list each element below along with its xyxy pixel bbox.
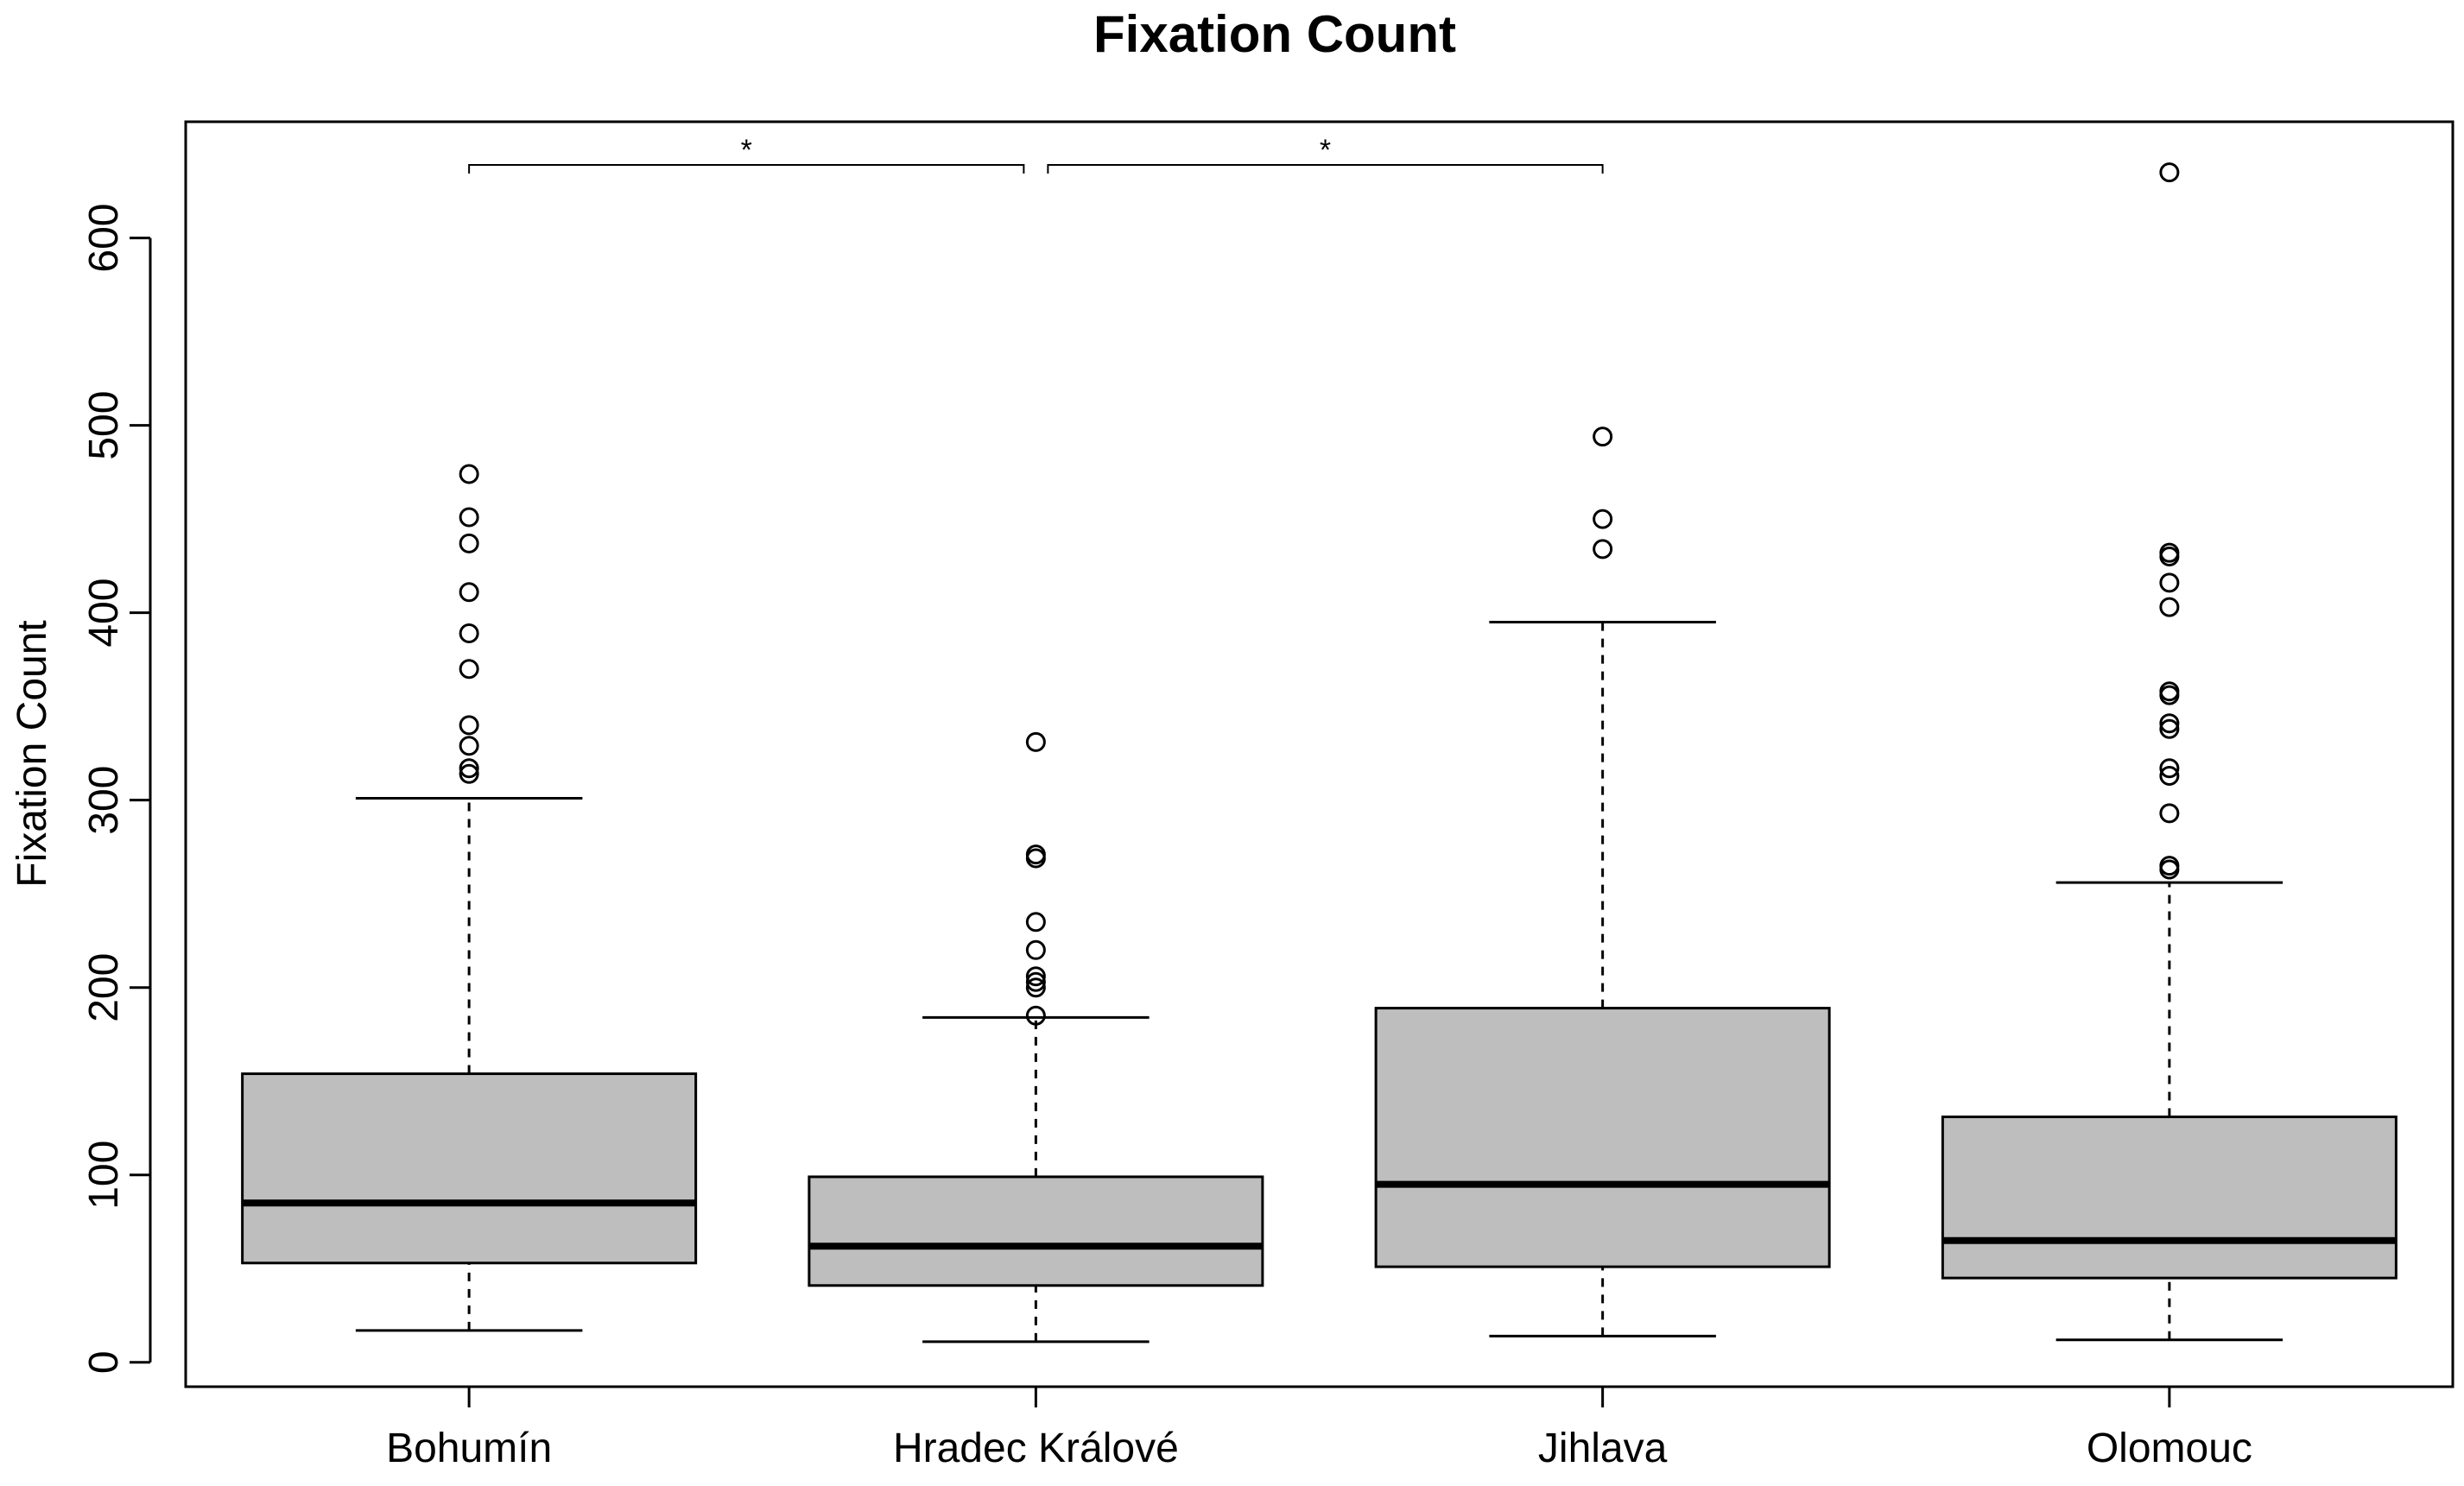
y-tick-label: 300 (81, 766, 127, 835)
x-tick-label: Bohumín (386, 1426, 552, 1471)
outlier-point (1025, 971, 1046, 992)
boxes-group (241, 162, 2397, 1344)
outlier-point (1593, 427, 1613, 447)
x-axis: Bohumín Hradec Králové Jihlava Olomouc (386, 1385, 2252, 1471)
y-tick-label: 100 (81, 1141, 127, 1210)
outlier-point (1025, 844, 1046, 865)
outlier-point (459, 758, 479, 779)
outlier-point (1025, 966, 1046, 987)
outlier-point (459, 763, 479, 784)
outlier-point (459, 533, 479, 553)
box-jihlava (1374, 427, 1831, 1337)
outlier-point (459, 736, 479, 756)
outlier-point (459, 623, 479, 644)
outlier-point (459, 582, 479, 603)
outlier-point (2159, 803, 2180, 824)
significance-label: * (741, 134, 752, 167)
significance-bracket: * (468, 134, 1025, 174)
y-tick-label: 200 (81, 953, 127, 1022)
outlier-point (2159, 713, 2180, 734)
outlier-point (2159, 572, 2180, 593)
outlier-point (2159, 856, 2180, 876)
chart-title: Fixation Count (1093, 5, 1456, 63)
iqr-box (1374, 1007, 1831, 1268)
y-tick-label: 400 (81, 579, 127, 648)
iqr-box (808, 1175, 1264, 1287)
box-olomouc (1941, 162, 2397, 1342)
outlier-point (2159, 765, 2180, 786)
iqr-box (241, 1072, 698, 1265)
significance-label: * (1320, 134, 1331, 167)
outlier-point (1593, 539, 1613, 560)
bracket-line (468, 164, 1025, 174)
x-tick-label: Olomouc (2087, 1426, 2252, 1471)
outlier-point (459, 464, 479, 484)
iqr-box (1941, 1115, 2397, 1280)
outlier-point (2159, 681, 2180, 702)
outlier-point (2159, 758, 2180, 779)
x-tick-label: Hradec Králové (893, 1426, 1179, 1471)
significance-bracket: * (1047, 134, 1604, 174)
box-bohum-n (241, 464, 698, 1332)
outlier-point (1593, 509, 1613, 529)
outlier-point (2159, 162, 2180, 183)
outlier-point (459, 715, 479, 736)
outlier-point (1025, 939, 1046, 960)
y-axis-label: Fixation Count (10, 620, 55, 888)
significance-group: * * (468, 134, 1604, 174)
bracket-line (1047, 164, 1604, 174)
outlier-point (2159, 718, 2180, 739)
y-axis: 0 100 200 300 400 500 600 (81, 204, 152, 1374)
outlier-point (2159, 597, 2180, 617)
y-tick-label: 600 (81, 204, 127, 273)
outlier-point (1025, 731, 1046, 752)
outlier-point (459, 659, 479, 680)
outlier-point (2159, 542, 2180, 563)
outlier-point (1025, 1005, 1046, 1026)
y-tick-label: 500 (81, 391, 127, 460)
x-tick-label: Jihlava (1538, 1426, 1668, 1471)
y-tick-label: 0 (81, 1350, 127, 1374)
outlier-point (459, 507, 479, 528)
outlier-point (1025, 977, 1046, 998)
box-hradec-kr-lov- (808, 731, 1264, 1344)
outlier-point (1025, 912, 1046, 933)
